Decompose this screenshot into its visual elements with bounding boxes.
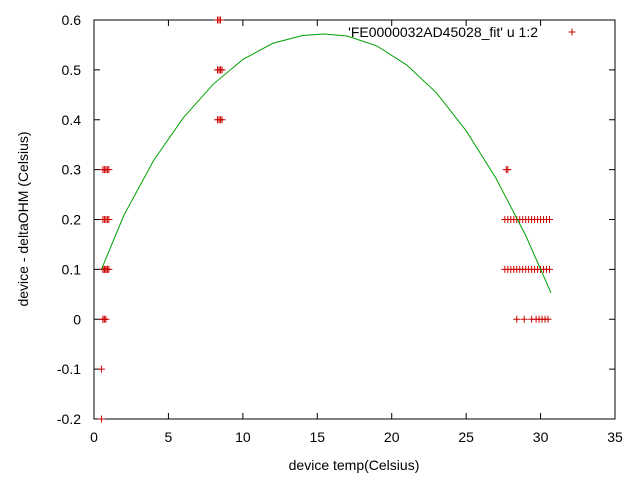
x-axis-ticks: 0 5 10 15 20 25 30 35 (90, 20, 623, 445)
data-point (105, 216, 113, 223)
data-point (218, 116, 226, 124)
data-point (218, 66, 226, 74)
data-point (97, 415, 105, 423)
legend: 'FE0000032AD45028_fit' u 1:2 (348, 24, 576, 40)
data-point (520, 315, 528, 323)
y-tick-label: 0.2 (62, 212, 82, 228)
x-tick-label: 10 (235, 429, 251, 445)
y-tick-label: 0.3 (62, 162, 82, 178)
series-layer (97, 16, 554, 423)
x-tick-label: 25 (458, 429, 474, 445)
x-tick-label: 35 (607, 429, 623, 445)
x-axis-label: device temp(Celsius) (289, 457, 420, 473)
data-point (513, 315, 521, 323)
legend-label: 'FE0000032AD45028_fit' u 1:2 (348, 24, 538, 40)
data-point (544, 315, 552, 323)
data-point (102, 315, 110, 323)
legend-marker (568, 28, 576, 36)
data-point (217, 16, 225, 24)
data-point (546, 265, 554, 273)
x-tick-label: 5 (165, 429, 173, 445)
y-tick-label: -0.1 (57, 361, 81, 377)
y-tick-label: 0.4 (62, 112, 82, 128)
data-point (546, 216, 554, 223)
fit-curve (100, 33, 552, 294)
data-point (504, 166, 512, 174)
x-tick-label: 20 (384, 429, 400, 445)
y-tick-label: -0.2 (57, 411, 81, 427)
y-tick-label: 0 (73, 311, 81, 327)
y-axis-label: device - deltaOHM (Celsius) (15, 131, 31, 306)
legend-marker-plus (568, 28, 576, 36)
y-tick-label: 0.1 (62, 261, 82, 277)
data-point (103, 265, 111, 273)
x-tick-label: 0 (90, 429, 98, 445)
y-axis-ticks: -0.2 -0.1 0 0.1 0.2 0.3 0.4 0.5 0.6 (57, 12, 615, 427)
data-point (105, 166, 113, 174)
y-tick-label: 0.6 (62, 12, 82, 28)
x-tick-label: 15 (309, 429, 325, 445)
data-point (97, 365, 105, 373)
x-tick-label: 30 (533, 429, 549, 445)
y-tick-label: 0.5 (62, 62, 82, 78)
